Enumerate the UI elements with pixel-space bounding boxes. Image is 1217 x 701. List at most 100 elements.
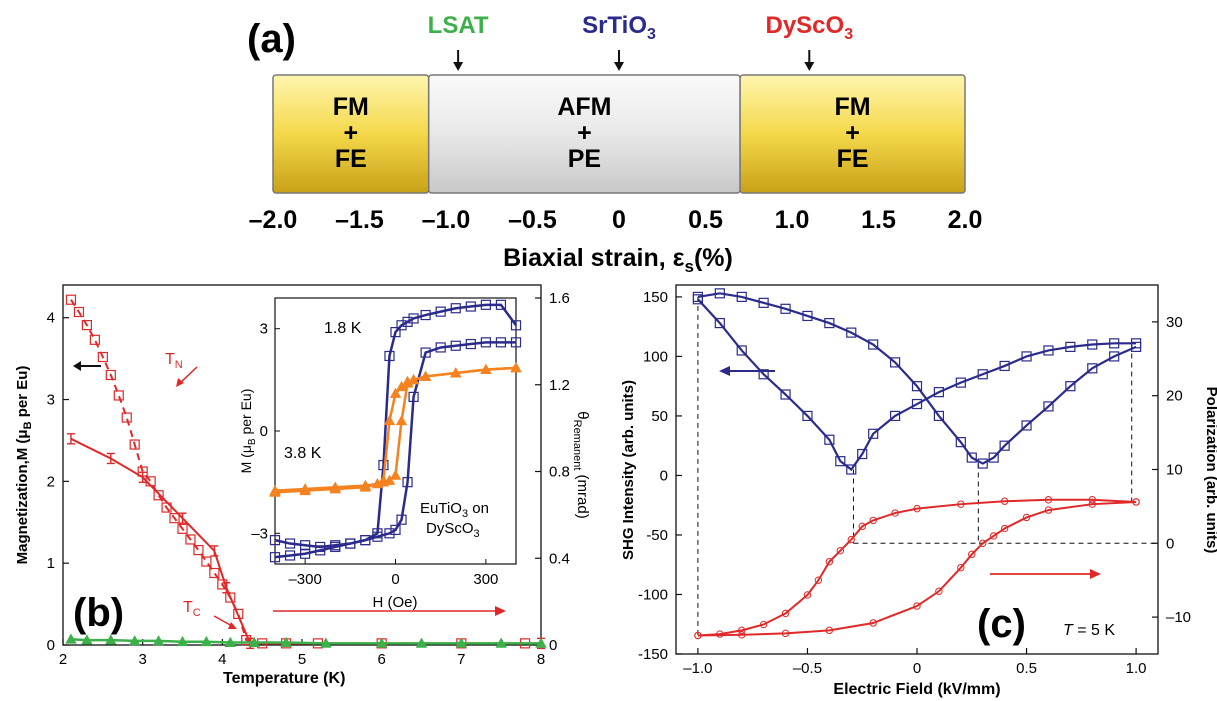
shg-data-point [846, 464, 857, 475]
data-point [201, 556, 212, 567]
region-label-line: + [344, 119, 359, 147]
data-point [193, 544, 204, 556]
panel-c-data [692, 288, 1142, 640]
polarization-data-point [716, 630, 724, 638]
shg-data-point [736, 291, 747, 303]
inset-data-point [408, 313, 419, 324]
inset-data-point [284, 538, 296, 549]
strain-tick-label: 1.5 [861, 206, 896, 234]
panel-c-guides [697, 296, 1158, 636]
strain-region-1: AFM+PE [427, 74, 741, 194]
data-point [121, 412, 132, 423]
shg-data-point [1109, 351, 1120, 362]
data-point [177, 523, 188, 534]
strain-tick-label: 0 [612, 206, 626, 234]
polarization-data-point [759, 620, 768, 629]
right-axis-arrowhead [495, 606, 506, 616]
data-point [81, 634, 93, 645]
strain-tick-label: –2.0 [249, 206, 298, 234]
region-label-line: + [577, 119, 592, 147]
polarization-data-point [1000, 497, 1009, 505]
polarization-data-point [1132, 498, 1140, 506]
data-point [105, 634, 117, 645]
data-point [65, 294, 77, 305]
shg-data-point [868, 339, 879, 350]
magnetization-axis-title: Magnetization,M (μB per Eu) [14, 366, 34, 565]
polarization-data-point [891, 509, 899, 517]
shg-data-point [1021, 420, 1032, 431]
inset-data-point [450, 303, 461, 314]
shg-tick-label: 50 [651, 408, 668, 425]
shg-data-point [758, 369, 769, 380]
inset-data-point [435, 342, 446, 353]
inset-axes: –300 0 300 –3 0 3 [251, 321, 498, 588]
data-point [105, 369, 116, 381]
temperature-tick-label: 6 [377, 651, 385, 668]
inset-magnetization-axis-title: M (μB per Eu) [238, 389, 258, 474]
shg-tick-label: -150 [638, 646, 668, 663]
electric-field-tick-label: –1.0 [683, 660, 712, 677]
data-point [233, 608, 244, 620]
strain-region-0: FM+FE [272, 74, 430, 194]
substrate-markers: LSAT SrTiO3 DyScO3 [428, 12, 853, 71]
temperature-tick-label: 7 [457, 651, 465, 668]
data-point [495, 637, 507, 648]
shg-data-point [1043, 345, 1054, 356]
temperature-note: T = 5 K [1063, 622, 1115, 639]
inset-data-point [435, 306, 446, 317]
shg-data-point [955, 437, 966, 448]
substrate-arrowhead [614, 62, 624, 71]
strain-tick-label: 2.0 [948, 206, 983, 234]
shg-data-point [955, 377, 966, 388]
region-label-line: FE [837, 145, 869, 173]
polarization-data-point [1044, 506, 1053, 514]
inset-data-point [419, 370, 432, 381]
inset-magnetization-tick-label: –3 [251, 525, 268, 542]
polarization-data-point [836, 546, 845, 555]
theta-tick-label: 0.4 [549, 550, 570, 567]
substrate-arrowhead [453, 62, 464, 71]
polarization-data-point [825, 558, 834, 566]
data-point [113, 390, 124, 401]
data-point [73, 306, 85, 318]
inset-caption-line2: DyScO3 [426, 520, 480, 540]
tc-pointer [213, 615, 233, 627]
inset-data-point [510, 362, 522, 373]
polarization-data-point [825, 626, 834, 635]
strain-tick-label: –1.5 [335, 206, 384, 234]
inset-data-point [315, 541, 326, 553]
polarization-data-point [1022, 513, 1031, 522]
substrate-1: SrTiO3 [582, 12, 656, 71]
substrate-label: SrTiO3 [582, 12, 656, 43]
shg-data-point [1087, 363, 1098, 374]
substrate-arrowhead [804, 62, 815, 71]
shg-data-point [933, 387, 945, 398]
panel-c-label: (c) [977, 602, 1026, 646]
shg-axis-title: SHG Intensity (arb. units) [620, 380, 637, 560]
theta-tick-label: 0.8 [549, 464, 570, 481]
panel-c: –1.0 –0.5 0 0.5 1.0 -150 -100 -50 0 50 100 150 –10 0 1… [620, 284, 1217, 698]
data-point [89, 334, 100, 345]
shg-data-point [824, 317, 835, 329]
polarization-data-point [803, 591, 812, 599]
inset-field-tick-label: –300 [288, 571, 321, 588]
inset-data-point [495, 299, 507, 310]
electric-field-tick-label: 0.5 [1016, 660, 1037, 677]
label-1-8K: 1.8 K [324, 320, 362, 337]
shg-data-point [714, 317, 725, 329]
data-point [81, 319, 93, 331]
region-label-line: FM [834, 93, 870, 121]
shg-data-point [857, 448, 868, 460]
shg-data-point [966, 452, 977, 463]
shg-data-point [692, 291, 704, 303]
polarization-data-point [989, 532, 998, 540]
inset-data-point [480, 363, 492, 375]
temperature-axis-title: Temperature (K) [223, 670, 345, 687]
substrate-0: LSAT [428, 12, 489, 71]
data-point [248, 636, 260, 647]
polarization-data-point [913, 602, 921, 610]
inset-data-point [269, 486, 281, 497]
shg-data-point [736, 345, 747, 356]
polarization-axis-arrowhead [1090, 569, 1101, 579]
